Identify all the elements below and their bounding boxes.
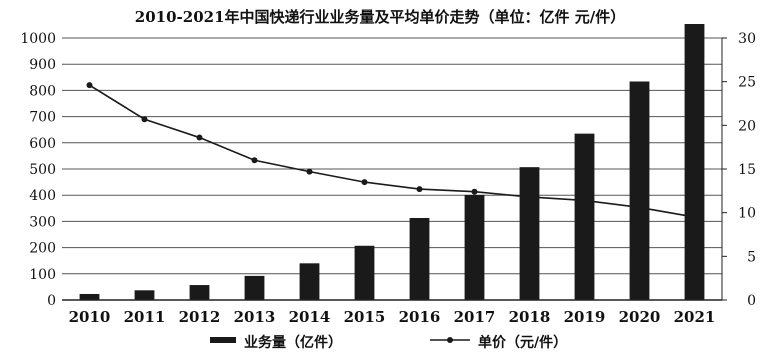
y-left-tick-label: 400 [29,188,56,204]
y-left-tick-label: 300 [29,214,56,230]
price-point-2013 [251,157,258,164]
y-right-tick-label: 10 [738,206,756,222]
y-right-tick-label: 20 [738,118,756,134]
bar-2010 [79,293,100,300]
bar-2015 [354,245,375,300]
y-left-tick-label: 500 [29,162,56,178]
price-point-2021 [691,214,698,221]
price-point-2012 [196,134,203,141]
gridlines [62,37,722,301]
price-point-2019 [581,197,588,204]
bar-2019 [574,133,595,300]
price-line [89,84,695,218]
price-point-2015 [361,179,368,186]
price-point-2018 [526,193,533,200]
y-left-tick-label: 600 [29,136,56,152]
y-right-tick-label: 0 [747,293,756,309]
price-point-2016 [416,186,423,193]
price-point-2014 [306,168,313,175]
bar-2018 [519,167,540,300]
axes: 0 100 200 300 400 500 600 700 800 900 1000 0 5 10 15 20… [20,31,756,326]
x-tick-label: 2018 [509,308,551,326]
bar-2021 [684,24,705,300]
legend-line-label: 单价（元/件） [478,334,567,351]
y-right-tick-label: 15 [738,162,756,178]
x-tick-label: 2011 [124,308,166,326]
chart-title: 2010-2021年中国快递行业业务量及平均单价走势（单位：亿件 元/件） [135,8,625,26]
bar-2016 [409,217,430,300]
bar-series [79,24,705,300]
y-right-tick-label: 30 [738,31,756,47]
y-left-tick-label: 0 [47,293,56,309]
y-left-tick-label: 200 [29,241,56,257]
x-tick-label: 2021 [674,308,716,326]
y-left-tick-label: 100 [29,267,56,283]
x-tick-label: 2016 [399,308,441,326]
x-tick-label: 2014 [289,308,331,326]
y-right-tick-label: 5 [747,249,756,265]
bar-2020 [629,81,650,300]
x-tick-label: 2015 [344,308,386,326]
y-left-tick-label: 700 [29,110,56,126]
legend-bar-label: 业务量（亿件） [244,334,342,351]
y-left-tick-label: 900 [29,57,56,73]
y-left-tick-label: 800 [29,83,56,99]
price-point-2011 [141,116,148,123]
x-tick-label: 2013 [234,308,276,326]
bar-2014 [299,263,320,300]
x-tick-label: 2017 [454,308,496,326]
bar-2013 [244,275,265,300]
x-tick-label: 2010 [69,308,111,326]
x-tick-label: 2019 [564,308,606,326]
price-point-2010 [86,82,93,89]
y-right-tick-label: 25 [738,75,756,91]
line-series [86,82,698,221]
legend: 业务量（亿件） 单价（元/件） [210,334,567,351]
legend-bar-swatch [210,337,236,343]
x-tick-label: 2012 [179,308,221,326]
bar-2017 [464,194,485,300]
price-point-2017 [471,188,478,195]
legend-line-marker [447,337,453,343]
y-left-tick-label: 1000 [20,31,56,47]
bar-2012 [189,285,210,300]
price-point-2020 [636,204,643,211]
x-tick-label: 2020 [619,308,661,326]
bar-2011 [134,290,155,300]
